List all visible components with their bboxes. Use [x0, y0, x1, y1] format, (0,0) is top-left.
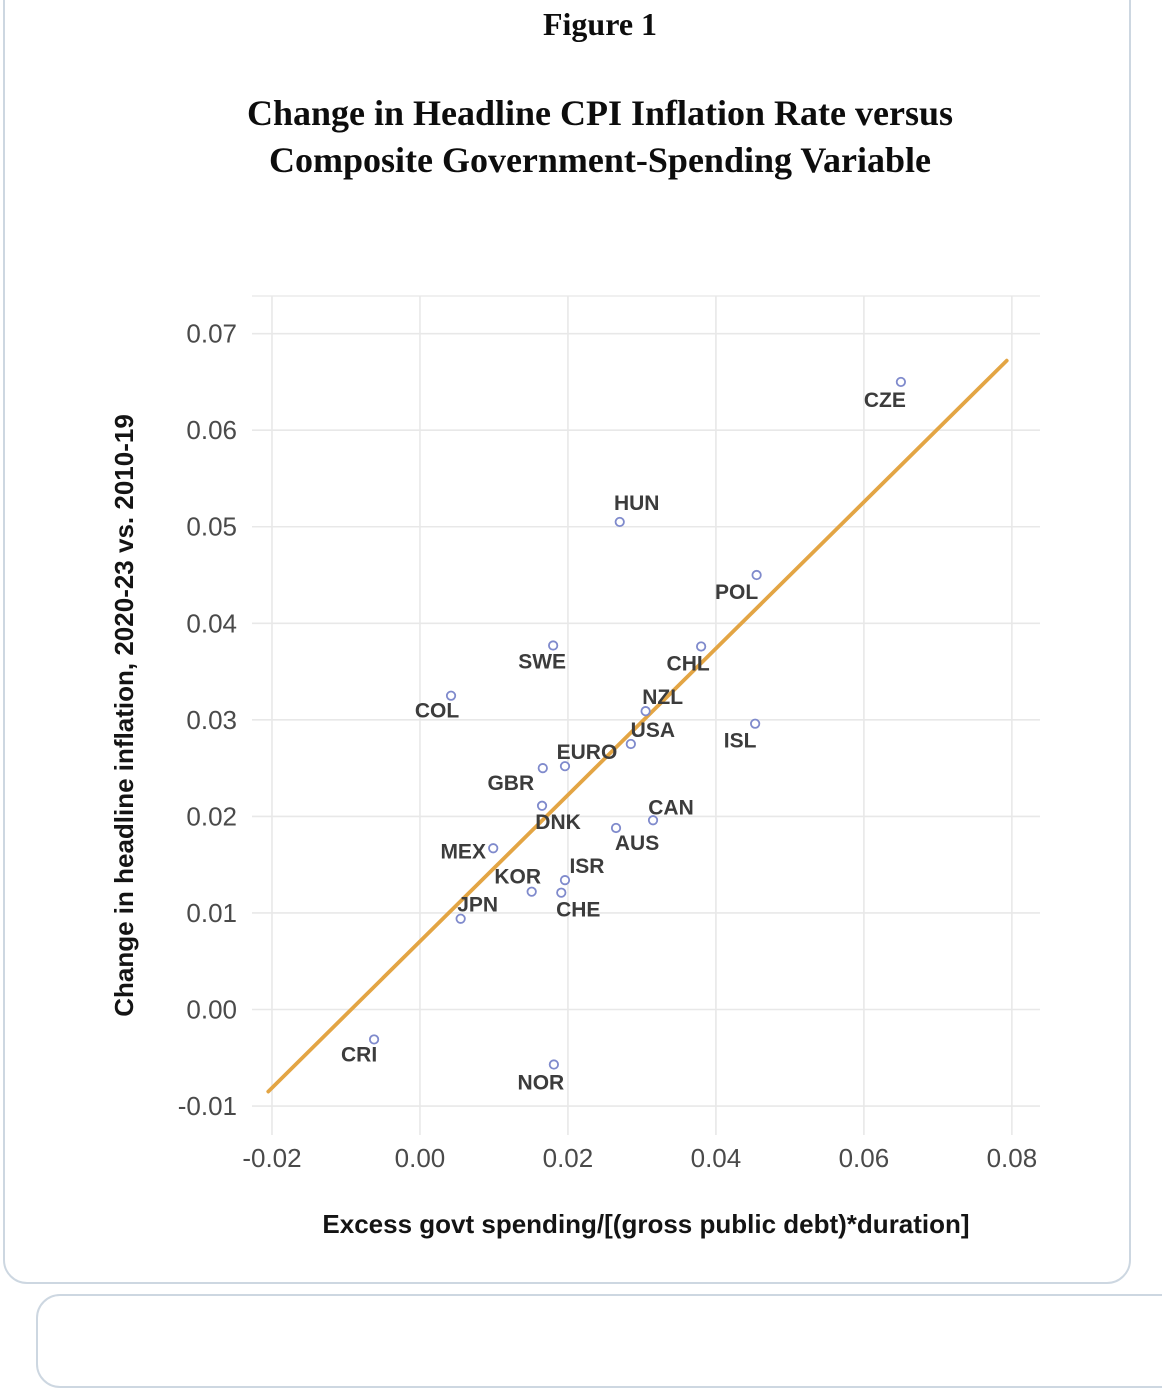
data-point-label-GBR: GBR [487, 772, 534, 795]
data-point-label-CHE: CHE [556, 899, 600, 922]
data-point-label-NOR: NOR [518, 1072, 565, 1095]
data-point-NZL [640, 706, 651, 717]
data-point-CHL [696, 641, 707, 652]
data-point-USA [625, 738, 636, 750]
data-point-label-USA: USA [631, 719, 675, 742]
data-point-label-POL: POL [715, 581, 758, 604]
data-point-CHE [556, 887, 567, 898]
data-point-AUS [610, 822, 622, 834]
data-point-label-SWE: SWE [518, 651, 566, 674]
y-tick-label: 0.04 [186, 608, 237, 638]
data-point-label-EURO: EURO [557, 741, 618, 764]
x-tick-label: 0.04 [691, 1143, 742, 1173]
data-point-CAN [647, 815, 659, 826]
x-tick-label: 0.00 [395, 1143, 446, 1173]
data-point-label-ISR: ISR [569, 855, 604, 878]
data-point-label-CHL: CHL [667, 652, 710, 675]
chart-title-line1: Change in Headline CPI Inflation Rate ve… [246, 93, 954, 133]
x-axis-title: Excess govt spending/[(gross public debt… [322, 1209, 969, 1239]
data-point-label-JPN: JPN [457, 894, 498, 917]
data-point-label-ISL: ISL [724, 730, 757, 753]
x-tick-label: -0.02 [242, 1143, 301, 1173]
data-point-HUN [614, 516, 625, 528]
data-point-label-MEX: MEX [440, 840, 486, 863]
y-tick-label: 0.00 [186, 994, 237, 1024]
data-point-GBR [537, 763, 548, 774]
data-point-ISR [559, 875, 571, 886]
data-point-label-NZL: NZL [642, 686, 683, 709]
data-point-KOR [526, 886, 537, 897]
data-point-ISL [750, 718, 761, 729]
trend-line [266, 358, 1009, 1094]
data-point-CZE [895, 376, 906, 388]
chart-title-line2: Composite Government-Spending Variable [268, 140, 932, 180]
next-card-top-edge [36, 1294, 1162, 1388]
data-point-label-COL: COL [415, 700, 460, 723]
chart-title: Change in Headline CPI Inflation Rate ve… [40, 90, 1160, 184]
y-tick-label: 0.05 [186, 512, 237, 542]
data-point-label-KOR: KOR [494, 866, 541, 889]
data-point-POL [751, 569, 762, 581]
data-point-JPN [455, 913, 466, 924]
data-point-MEX [488, 843, 499, 854]
data-point-label-AUS: AUS [615, 832, 659, 855]
x-tick-label: 0.08 [987, 1143, 1038, 1173]
y-tick-label: 0.01 [186, 898, 237, 928]
data-point-label-CZE: CZE [864, 389, 906, 412]
x-tick-label: 0.02 [543, 1143, 594, 1173]
figure-card [3, 0, 1131, 1284]
y-tick-label: 0.02 [186, 801, 237, 831]
y-tick-label: 0.03 [186, 705, 237, 735]
data-point-NOR [548, 1059, 559, 1070]
data-point-COL [445, 690, 457, 701]
data-point-label-CRI: CRI [341, 1043, 377, 1066]
y-tick-label: -0.01 [178, 1091, 237, 1121]
data-point-label-DNK: DNK [535, 811, 581, 834]
data-point-CRI [368, 1034, 380, 1045]
figure-number-label: Figure 1 [542, 6, 658, 42]
y-tick-label: 0.07 [186, 319, 237, 349]
data-point-SWE [548, 640, 559, 651]
data-point-EURO [559, 761, 571, 772]
data-point-DNK [536, 800, 548, 811]
data-point-label-CAN: CAN [648, 796, 694, 819]
y-axis-title: Change in headline inflation, 2020-23 vs… [109, 414, 139, 1017]
data-point-label-HUN: HUN [614, 492, 660, 515]
x-tick-label: 0.06 [839, 1143, 890, 1173]
y-tick-label: 0.06 [186, 415, 237, 445]
